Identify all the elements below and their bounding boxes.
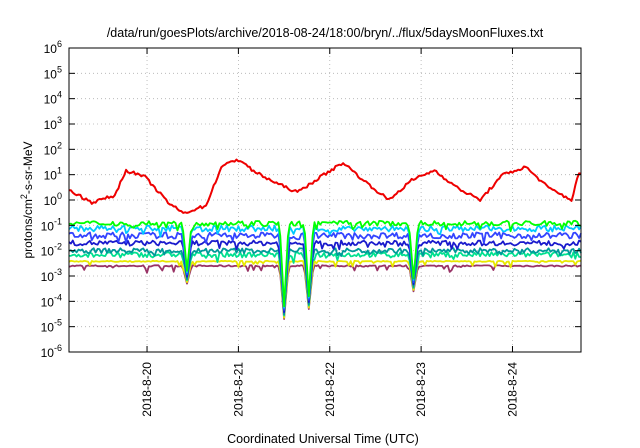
y-tick-label: 103 — [44, 115, 62, 132]
series-line — [68, 231, 582, 311]
y-tick-label: 10-6 — [41, 343, 62, 360]
x-tick-label: 2018-8-21 — [231, 362, 245, 417]
x-tick-label: 2018-8-20 — [140, 362, 154, 417]
y-tick-label: 101 — [44, 166, 62, 183]
y-tick-label: 102 — [44, 140, 62, 157]
series-line — [68, 158, 582, 214]
y-tick-label: 100 — [44, 191, 62, 208]
x-tick-label: 2018-8-22 — [323, 362, 337, 417]
series-line — [68, 264, 582, 320]
x-axis-label: Coordinated Universal Time (UTC) — [227, 432, 419, 446]
series-line — [68, 219, 582, 308]
x-tick-label: 2018-8-24 — [505, 362, 519, 417]
y-axis-label: protons/cm2-s-sr-MeV — [19, 141, 35, 258]
y-tick-label: 10-1 — [41, 216, 62, 233]
y-tick-label: 10-5 — [41, 318, 62, 335]
series-line — [68, 239, 582, 314]
y-tick-label: 106 — [44, 39, 62, 56]
y-tick-label: 10-4 — [41, 292, 62, 309]
y-tick-label: 10-2 — [41, 242, 62, 259]
series-line — [68, 259, 582, 319]
grid — [69, 48, 581, 352]
chart-title: /data/run/goesPlots/archive/2018-08-24/1… — [107, 26, 544, 40]
y-tick-label: 10-3 — [41, 267, 62, 284]
y-tick-label: 105 — [44, 64, 62, 81]
series-line — [68, 247, 582, 316]
series-line — [68, 224, 582, 309]
x-tick-label: 2018-8-23 — [414, 362, 428, 417]
series-group — [68, 158, 582, 320]
y-tick-label: 104 — [44, 90, 62, 107]
